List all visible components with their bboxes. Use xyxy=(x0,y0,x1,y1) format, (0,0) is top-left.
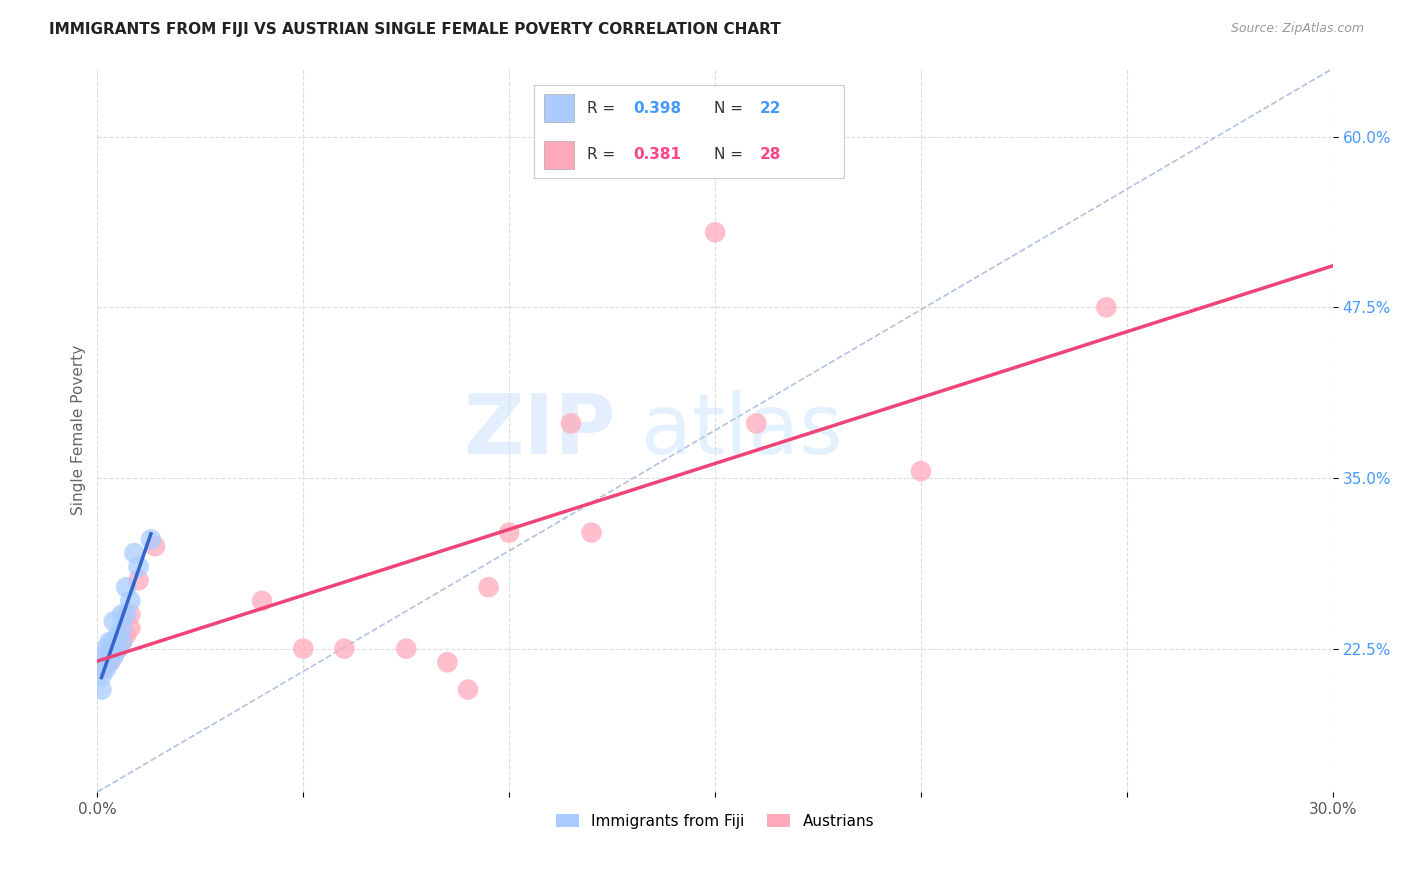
Point xyxy=(250,594,273,608)
Point xyxy=(98,648,121,663)
Text: atlas: atlas xyxy=(641,390,842,471)
Point xyxy=(103,615,125,629)
Text: 0.398: 0.398 xyxy=(633,101,682,116)
Legend: Immigrants from Fiji, Austrians: Immigrants from Fiji, Austrians xyxy=(550,807,880,835)
Point xyxy=(111,607,134,622)
Point xyxy=(103,641,125,656)
Point xyxy=(103,648,125,663)
Y-axis label: Single Female Poverty: Single Female Poverty xyxy=(72,345,86,516)
FancyBboxPatch shape xyxy=(544,95,575,122)
Point xyxy=(333,641,356,656)
Text: R =: R = xyxy=(586,147,620,162)
Point xyxy=(477,580,499,594)
Point xyxy=(90,662,112,676)
Point xyxy=(395,641,418,656)
Point xyxy=(111,635,134,649)
Point xyxy=(128,559,150,574)
Point xyxy=(498,525,520,540)
Point xyxy=(94,641,117,656)
Point xyxy=(90,682,112,697)
Text: IMMIGRANTS FROM FIJI VS AUSTRIAN SINGLE FEMALE POVERTY CORRELATION CHART: IMMIGRANTS FROM FIJI VS AUSTRIAN SINGLE … xyxy=(49,22,780,37)
Point xyxy=(111,635,134,649)
Point xyxy=(94,648,117,663)
Point xyxy=(111,621,134,635)
Text: ZIP: ZIP xyxy=(464,390,616,471)
Point xyxy=(115,628,138,642)
Point xyxy=(115,580,138,594)
Point xyxy=(745,417,768,431)
Point xyxy=(910,464,932,478)
Text: 28: 28 xyxy=(761,147,782,162)
FancyBboxPatch shape xyxy=(544,141,575,169)
Point xyxy=(124,546,146,560)
Point xyxy=(107,641,129,656)
Point xyxy=(115,607,138,622)
Text: N =: N = xyxy=(714,101,748,116)
Point xyxy=(292,641,315,656)
Point xyxy=(107,641,129,656)
Point xyxy=(457,682,479,697)
Point xyxy=(120,607,142,622)
Point xyxy=(120,621,142,635)
Point xyxy=(94,662,117,676)
Point xyxy=(94,658,117,673)
Point xyxy=(103,635,125,649)
Point xyxy=(98,655,121,669)
Point xyxy=(98,641,121,656)
Point xyxy=(128,574,150,588)
Point xyxy=(94,655,117,669)
Text: Source: ZipAtlas.com: Source: ZipAtlas.com xyxy=(1230,22,1364,36)
Point xyxy=(560,417,582,431)
Point xyxy=(98,655,121,669)
Text: 0.381: 0.381 xyxy=(633,147,682,162)
Point xyxy=(143,539,166,553)
Point xyxy=(704,225,727,239)
Point xyxy=(1095,301,1118,315)
Text: N =: N = xyxy=(714,147,748,162)
Point xyxy=(98,635,121,649)
Point xyxy=(139,533,162,547)
Point xyxy=(120,594,142,608)
Point xyxy=(107,628,129,642)
Point xyxy=(581,525,603,540)
Point xyxy=(103,648,125,663)
Point xyxy=(90,669,112,683)
Text: 22: 22 xyxy=(761,101,782,116)
Point xyxy=(436,655,458,669)
Text: R =: R = xyxy=(586,101,620,116)
